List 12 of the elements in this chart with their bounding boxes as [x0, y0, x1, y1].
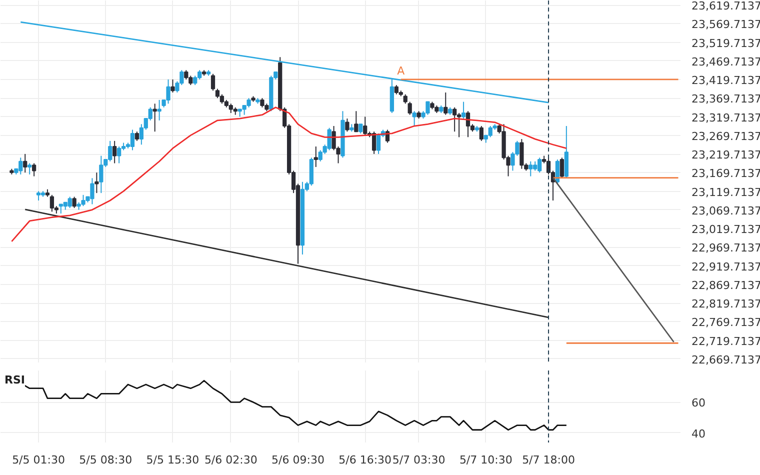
- x-tick-label: 5/6 09:30: [272, 454, 324, 466]
- x-tick-label: 5/7 03:30: [392, 454, 446, 466]
- x-tick-label: 5/5 08:30: [79, 454, 132, 466]
- x-tick-label: 5/6 16:30: [338, 454, 392, 466]
- x-tick-label: 5/7 18:00: [522, 454, 575, 466]
- y-tick-label: 40: [692, 427, 706, 440]
- x-tick-label: 5/6 02:30: [204, 454, 258, 466]
- y-tick-label: 60: [692, 396, 706, 410]
- series-label: A: [397, 64, 406, 78]
- x-tick-label: 5/5 15:30: [146, 454, 200, 466]
- x-tick-label: 5/7 10:30: [459, 454, 512, 466]
- x-tick-label: 5/5 01:30: [12, 454, 65, 466]
